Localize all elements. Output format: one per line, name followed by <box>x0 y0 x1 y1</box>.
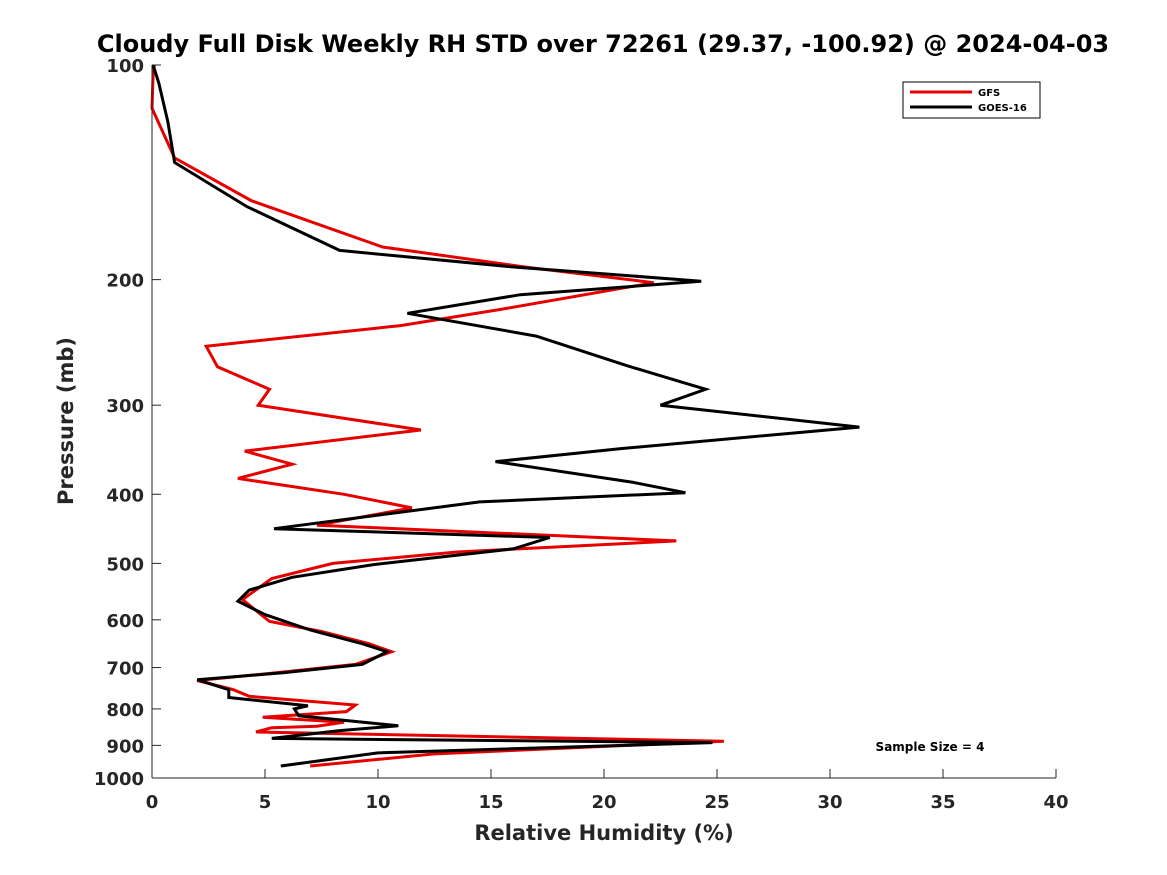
x-tick-label: 0 <box>146 792 159 813</box>
x-tick-label: 35 <box>930 792 955 813</box>
y-axis-label: Pressure (mb) <box>54 337 78 505</box>
x-tick-label: 40 <box>1043 792 1068 813</box>
y-tick-label: 700 <box>106 659 144 680</box>
x-tick-label: 20 <box>591 792 616 813</box>
legend: GFS GOES-16 <box>902 81 1041 119</box>
plot-area <box>152 65 1056 778</box>
y-tick-label: 1000 <box>94 769 144 790</box>
y-tick-label: 400 <box>106 485 144 506</box>
legend-label-goes16: GOES-16 <box>978 103 1027 114</box>
y-tick-label: 500 <box>106 554 144 575</box>
legend-box <box>902 81 1041 119</box>
x-tick-label: 25 <box>704 792 729 813</box>
y-tick-label: 800 <box>106 700 144 721</box>
y-tick-label: 300 <box>106 396 144 417</box>
axis-layer: 0 5 10 15 20 25 30 35 40 100 200 300 400 500 600 700 800… <box>94 56 1069 813</box>
chart-title: Cloudy Full Disk Weekly RH STD over 7226… <box>97 30 1109 58</box>
x-tick-label: 30 <box>817 792 842 813</box>
series-line-goes16 <box>151 64 860 768</box>
x-axis-label: Relative Humidity (%) <box>474 821 733 845</box>
y-tick-label: 600 <box>106 611 144 632</box>
series-layer <box>150 64 860 768</box>
y-tick-label: 100 <box>106 56 144 77</box>
y-tick-label: 900 <box>106 736 144 757</box>
x-tick-label: 5 <box>259 792 272 813</box>
series-line-gfs <box>150 64 724 768</box>
x-tick-label: 15 <box>478 792 503 813</box>
sample-size-annotation: Sample Size = 4 <box>876 740 985 754</box>
legend-label-gfs: GFS <box>978 88 1000 99</box>
y-tick-label: 200 <box>106 271 144 292</box>
x-tick-label: 10 <box>365 792 390 813</box>
